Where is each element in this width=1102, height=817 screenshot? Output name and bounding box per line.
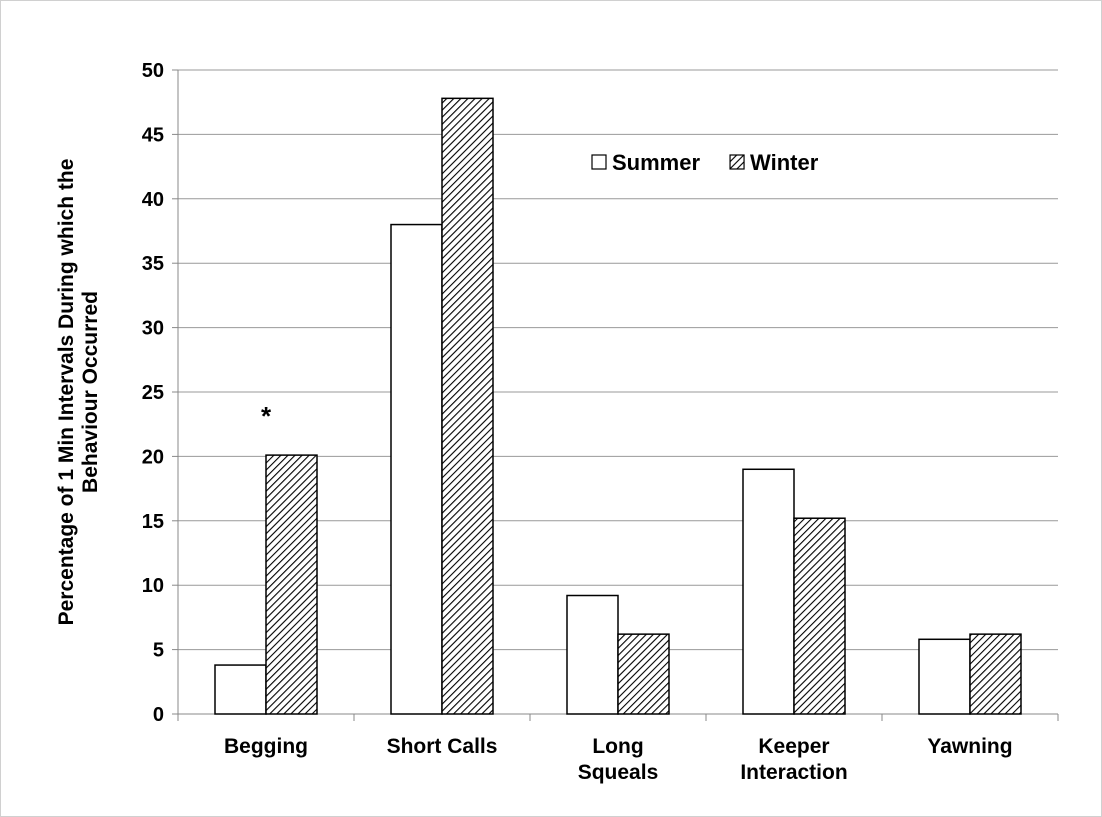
y-tick-label: 20 [142,446,164,468]
x-tick-label: Yawning [927,735,1012,758]
bar [566,594,619,715]
bar [214,664,267,715]
y-tick-label: 15 [142,511,164,533]
y-tick-label: 0 [153,704,164,726]
bar [969,633,1022,715]
y-tick-label: 5 [153,640,164,662]
legend-label: Winter [750,150,819,175]
y-tick-label: 50 [142,60,164,82]
bar [265,454,318,715]
y-tick-label: 25 [142,382,164,404]
legend-swatch [591,154,607,170]
y-tick-label: 10 [142,575,164,597]
bar [793,517,846,715]
bar [742,468,795,715]
y-tick-label: 30 [142,318,164,340]
x-tick-label: Keeper Interaction [740,735,847,784]
x-tick-label: Begging [224,735,308,758]
y-tick-label: 40 [142,189,164,211]
x-tick-label: Short Calls [387,735,498,758]
y-tick-label: 45 [142,124,164,146]
y-tick-label: 35 [142,253,164,275]
bar [617,633,670,715]
x-tick-label: Long Squeals [578,735,659,784]
y-axis-label: Percentage of 1 Min Intervals During whi… [55,159,102,626]
bar [390,223,443,715]
bar [441,97,494,715]
bar [918,638,971,715]
legend-label: Summer [612,150,700,175]
legend-swatch [729,154,745,170]
annotation: * [261,401,272,431]
